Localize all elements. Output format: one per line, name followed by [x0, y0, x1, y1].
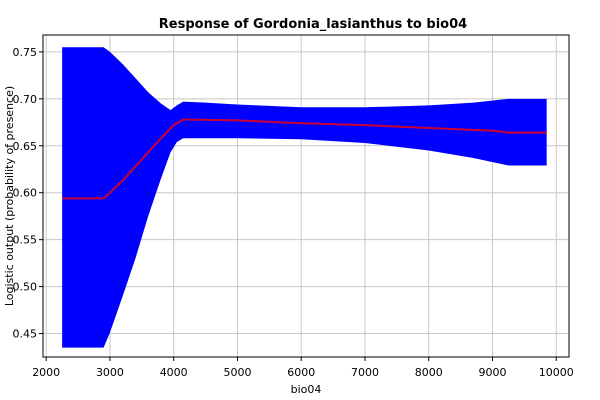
plot-frame — [42, 34, 570, 358]
y-tick-label: 0.45 — [13, 328, 38, 341]
x-tick-label: 10000 — [539, 366, 574, 379]
x-tick-label: 2000 — [32, 366, 60, 379]
chart-title: Response of Gordonia_lasianthus to bio04 — [159, 17, 467, 32]
y-tick-label: 0.50 — [13, 281, 38, 294]
plot-area — [62, 47, 547, 348]
y-tick-label: 0.70 — [13, 93, 38, 106]
x-tick-label: 5000 — [223, 366, 251, 379]
y-axis-label: Logistic output (probability of presence… — [3, 86, 16, 306]
response-line — [62, 118, 547, 200]
x-tick-label: 9000 — [478, 366, 506, 379]
y-tick-label: 0.75 — [13, 46, 38, 59]
y-tick-label: 0.65 — [13, 140, 38, 153]
grid — [43, 35, 569, 357]
x-tick-label: 3000 — [96, 366, 124, 379]
x-tick-label: 4000 — [160, 366, 188, 379]
x-tick-label: 8000 — [415, 366, 443, 379]
confidence-band — [62, 47, 547, 348]
axes-ticks: 2000 3000 4000 5000 6000 7000 8000 9000 10000 0.4… — [13, 46, 574, 379]
y-tick-label: 0.60 — [13, 187, 38, 200]
x-tick-label: 7000 — [351, 366, 379, 379]
x-axis-label: bio04 — [291, 383, 322, 396]
x-tick-label: 6000 — [287, 366, 315, 379]
y-tick-label: 0.55 — [13, 234, 38, 247]
